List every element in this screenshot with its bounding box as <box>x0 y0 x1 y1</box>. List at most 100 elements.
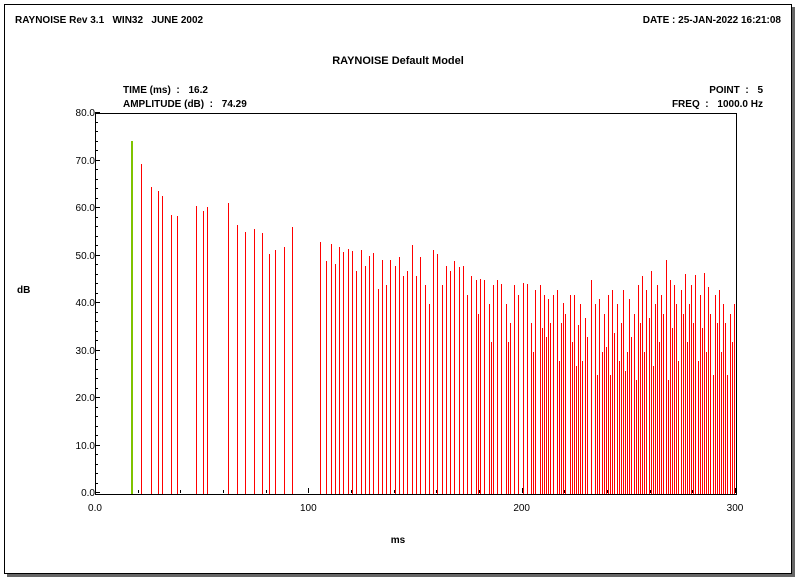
impulse-bar <box>506 304 507 494</box>
impulse-bar <box>678 361 679 494</box>
impulse-bar <box>527 284 528 494</box>
impulse-bar <box>501 284 502 494</box>
impulse-bar <box>661 295 662 495</box>
impulse-bar <box>606 347 607 494</box>
impulse-bar <box>646 290 647 494</box>
impulse-bar <box>698 361 699 494</box>
impulse-bar <box>395 266 396 494</box>
impulse-bar <box>619 361 620 494</box>
app-name: RAYNOISE <box>15 15 66 26</box>
y-axis: 0.010.020.030.040.050.060.070.080.0 <box>55 113 95 493</box>
x-tick-label: 100 <box>300 503 317 514</box>
impulse-bar <box>727 375 728 494</box>
impulse-bar <box>407 271 408 494</box>
impulse-bar <box>471 276 472 495</box>
impulse-bar <box>651 271 652 494</box>
impulse-bar <box>621 323 622 494</box>
impulse-bar <box>719 290 720 494</box>
impulse-bar <box>599 299 600 494</box>
impulse-bar <box>612 290 613 494</box>
impulse-bar <box>657 285 658 494</box>
impulse-bar <box>653 366 654 494</box>
impulse-bar <box>544 295 545 495</box>
impulse-bar <box>672 328 673 494</box>
freq-value: 1000.0 Hz <box>717 99 763 110</box>
impulse-bar <box>717 323 718 494</box>
impulse-bar <box>636 380 637 494</box>
impulse-bar <box>640 323 641 494</box>
y-tick-label: 40.0 <box>55 298 95 309</box>
x-axis: 0.0100200300 <box>95 493 735 533</box>
impulse-bar <box>553 295 554 495</box>
impulse-bar <box>540 285 541 494</box>
impulse-bar <box>493 285 494 494</box>
impulse-bar <box>634 314 635 495</box>
impulse-bar <box>725 323 726 494</box>
y-tick-label: 80.0 <box>55 108 95 119</box>
plot-area <box>95 113 737 495</box>
impulse-bar <box>497 280 498 494</box>
impulse-bar <box>390 260 391 494</box>
impulse-bar <box>659 342 660 494</box>
impulse-bar <box>570 295 571 495</box>
impulse-bar <box>557 290 558 494</box>
impulse-bar <box>151 187 152 494</box>
impulse-bar <box>177 216 178 494</box>
impulse-bar <box>510 323 511 494</box>
x-tick-label: 0.0 <box>88 503 102 514</box>
impulse-bar <box>518 295 519 495</box>
impulse-bar <box>597 375 598 494</box>
impulse-bar <box>627 352 628 495</box>
app-platform: WIN32 <box>112 15 143 26</box>
impulse-bar <box>668 380 669 494</box>
impulse-bar <box>591 280 592 494</box>
time-value: 16.2 <box>188 85 207 96</box>
point-value: 5 <box>757 85 763 96</box>
impulse-bar <box>361 250 362 494</box>
time-colon: : <box>174 85 180 96</box>
impulse-bar <box>373 253 374 494</box>
impulse-bar <box>700 295 701 495</box>
impulse-bar <box>629 299 630 494</box>
app-version-label: RAYNOISE Rev 3.1 WIN32 JUNE 2002 <box>15 15 203 26</box>
impulse-bar <box>550 323 551 494</box>
impulse-bar <box>399 257 400 495</box>
y-tick-label: 30.0 <box>55 346 95 357</box>
impulse-bar <box>533 352 534 495</box>
impulse-bar <box>638 285 639 494</box>
impulse-bar <box>576 366 577 494</box>
impulse-bar <box>158 191 159 494</box>
impulse-bar <box>326 261 327 494</box>
date-value: 25-JAN-2022 16:21:08 <box>678 15 781 26</box>
x-tick-label: 200 <box>513 503 530 514</box>
impulse-bar <box>546 337 547 494</box>
amplitude-label: AMPLITUDE (dB) <box>123 99 204 110</box>
impulse-bar <box>442 285 443 494</box>
x-axis-label: ms <box>5 535 791 546</box>
report-panel: RAYNOISE Rev 3.1 WIN32 JUNE 2002 DATE : … <box>4 4 792 574</box>
impulse-bar <box>580 304 581 494</box>
impulse-bar <box>378 289 379 494</box>
impulse-bar <box>162 196 163 494</box>
impulse-bar <box>710 314 711 495</box>
impulse-bar <box>467 295 468 495</box>
impulse-bars <box>96 114 736 494</box>
impulse-bar <box>339 247 340 494</box>
date-prefix: DATE : <box>643 15 676 26</box>
impulse-bar <box>713 375 714 494</box>
impulse-bar <box>695 275 696 494</box>
impulse-bar <box>614 333 615 495</box>
impulse-bar <box>523 283 524 494</box>
impulse-bar <box>565 314 566 495</box>
impulse-bar <box>262 233 263 494</box>
impulse-bar <box>437 254 438 494</box>
impulse-bar <box>708 287 709 494</box>
timestamp-label: DATE : 25-JAN-2022 16:21:08 <box>643 15 781 26</box>
impulse-bar <box>602 352 603 495</box>
x-tick-label: 300 <box>727 503 744 514</box>
impulse-bar <box>514 285 515 494</box>
impulse-bar <box>196 206 197 494</box>
impulse-bar <box>433 250 434 494</box>
impulse-bar <box>463 266 464 494</box>
impulse-bar <box>734 304 735 494</box>
